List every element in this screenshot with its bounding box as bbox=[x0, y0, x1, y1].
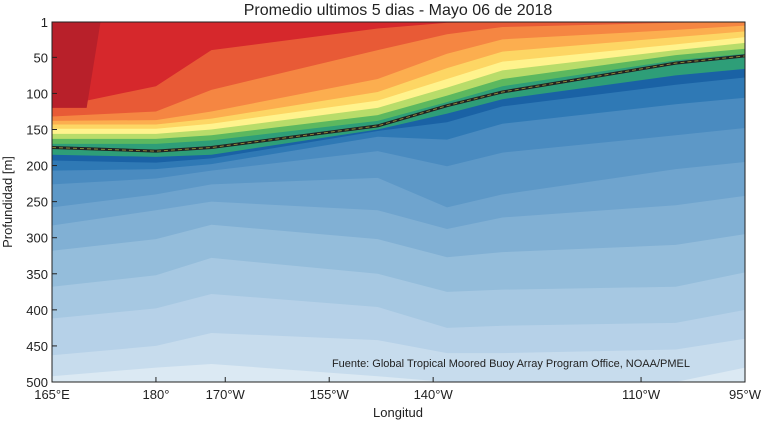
y-tick-label: 200 bbox=[26, 159, 48, 174]
y-tick-label: 450 bbox=[26, 339, 48, 354]
y-tick-label: 500 bbox=[26, 375, 48, 390]
thermocline-dash bbox=[52, 55, 745, 152]
temperature-bands bbox=[52, 22, 745, 382]
x-tick-label: 140°W bbox=[414, 387, 454, 402]
y-tick-label: 1 bbox=[41, 15, 48, 30]
x-axis-label: Longitud bbox=[373, 405, 423, 420]
source-note: Fuente: Global Tropical Moored Buoy Arra… bbox=[332, 358, 690, 370]
y-tick-label: 400 bbox=[26, 303, 48, 318]
y-tick-label: 250 bbox=[26, 195, 48, 210]
y-tick-label: 150 bbox=[26, 122, 48, 137]
x-tick-label: 170°W bbox=[206, 387, 246, 402]
y-tick-label: 50 bbox=[34, 50, 48, 65]
x-tick-label: 155°W bbox=[310, 387, 350, 402]
x-tick-label: 180° bbox=[143, 387, 170, 402]
band-19 bbox=[52, 22, 745, 108]
x-tick-label: 110°W bbox=[622, 387, 661, 402]
y-tick-label: 300 bbox=[26, 231, 48, 246]
y-tick-label: 100 bbox=[26, 86, 48, 101]
y-axis-label: Profundidad [m] bbox=[0, 156, 15, 248]
band-top bbox=[52, 22, 101, 108]
x-tick-label: 95°W bbox=[729, 387, 762, 402]
x-tick-label: 165°E bbox=[34, 387, 70, 402]
chart-title: Promedio ultimos 5 dias - Mayo 06 de 201… bbox=[244, 2, 553, 19]
x-axis: 165°E 180° 170°W 155°W 140°W 110°W 95°W bbox=[34, 377, 762, 402]
y-tick-label: 350 bbox=[26, 267, 48, 282]
